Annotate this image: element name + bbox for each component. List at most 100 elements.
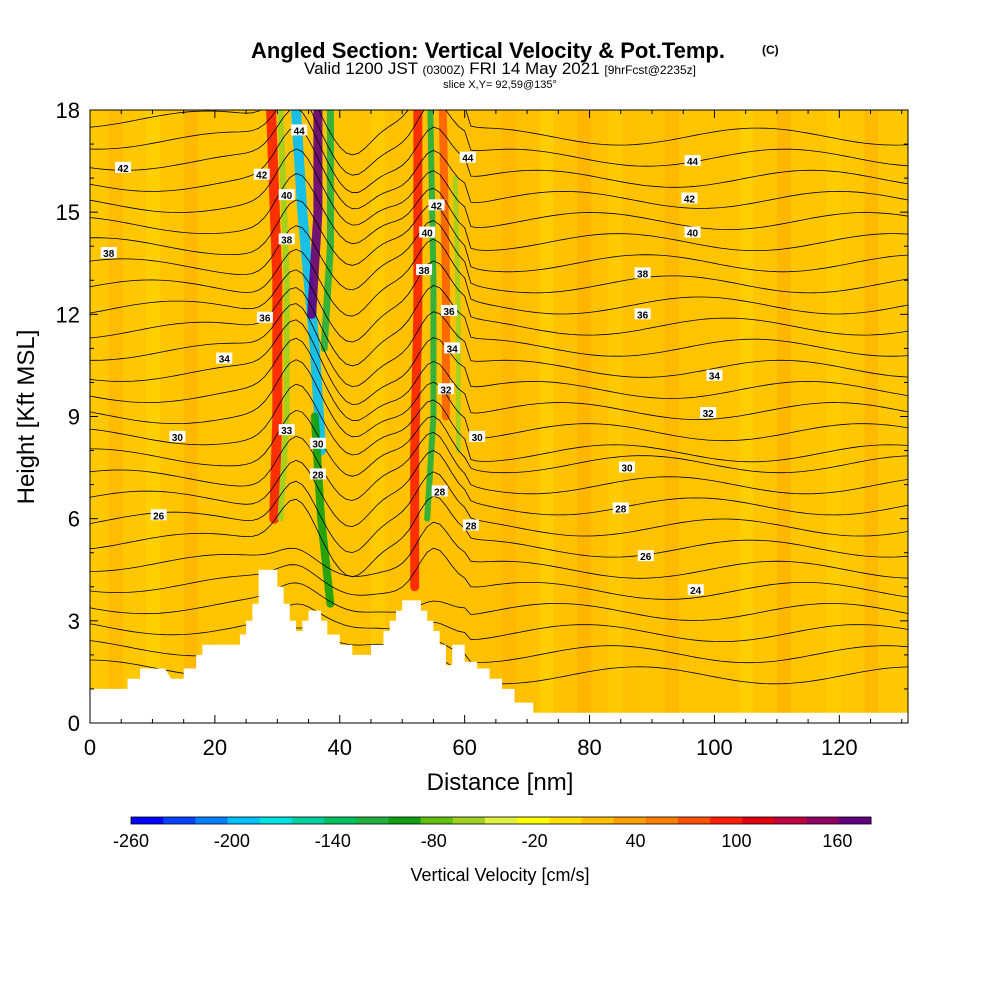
contour-label: 34 xyxy=(709,372,721,383)
chart-title: Angled Section: Vertical Velocity & Pot.… xyxy=(251,38,725,63)
colorbar-tick-label: -200 xyxy=(214,831,250,851)
colorbar-swatch xyxy=(420,817,454,824)
velocity-plume xyxy=(266,110,283,524)
contour-label-bg xyxy=(416,264,433,276)
velocity-band xyxy=(776,110,791,723)
contour-label: 32 xyxy=(703,409,715,420)
theta-contour xyxy=(90,547,908,600)
theta-contour xyxy=(90,495,908,578)
theta-contour xyxy=(90,521,908,579)
colorbar-tick-label: -20 xyxy=(522,831,548,851)
contour-label-bg xyxy=(150,509,167,521)
contour-label-bg xyxy=(444,342,461,354)
theta-contour xyxy=(90,431,908,501)
theta-contour xyxy=(90,173,908,251)
contour-label-bg xyxy=(309,437,326,449)
plot-background xyxy=(90,110,908,723)
velocity-band xyxy=(502,110,517,723)
colorbar-swatch xyxy=(356,817,389,824)
plot-area: 42 38 42 44 40 38 36 34 33 30 28 30 26 44 42 40 38 36 34 32… xyxy=(90,110,908,723)
theta-contour xyxy=(90,110,908,176)
velocity-band xyxy=(864,110,879,723)
x-tick-label: 60 xyxy=(452,735,476,760)
contour-label: 26 xyxy=(640,552,652,563)
y-tick-label: 6 xyxy=(68,507,80,532)
colorbar-swatch xyxy=(613,817,647,824)
theta-contour xyxy=(90,220,908,294)
colorbar-tick-label: 160 xyxy=(822,831,852,851)
contour-label-bg xyxy=(428,199,445,211)
velocity-band xyxy=(826,110,841,723)
contour-label: 38 xyxy=(103,249,115,260)
velocity-band xyxy=(608,110,623,723)
contour-label: 33 xyxy=(281,426,293,437)
contour-label-bg xyxy=(278,424,295,436)
contour-label-bg xyxy=(612,502,629,514)
contour-label-bg xyxy=(278,189,295,201)
x-tick-label: 100 xyxy=(696,735,733,760)
contour-label-bg xyxy=(419,226,436,238)
colorbar-swatch xyxy=(774,817,808,824)
contour-label-bg xyxy=(462,519,479,531)
contour-label: 42 xyxy=(684,195,696,206)
valid-utc: (0300Z) xyxy=(423,63,465,77)
contour-label-bg xyxy=(169,430,186,442)
chart-title-group: Angled Section: Vertical Velocity & Pot.… xyxy=(251,38,779,91)
valid-jst: Valid 1200 JST xyxy=(304,59,418,78)
contour-label: 30 xyxy=(472,433,484,444)
contour-label: 30 xyxy=(172,433,184,444)
contour-label-bg xyxy=(437,383,454,395)
contour-label-bg xyxy=(459,151,476,163)
contour-label: 42 xyxy=(256,171,268,182)
contour-label: 38 xyxy=(281,235,293,246)
x-tick-label: 40 xyxy=(328,735,352,760)
contour-label: 44 xyxy=(294,126,306,137)
y-tick-label: 3 xyxy=(68,609,80,634)
theta-contour xyxy=(90,110,908,194)
colorbar-swatch xyxy=(291,817,325,824)
colorbar-swatch xyxy=(388,817,422,824)
contour-label-bg xyxy=(256,311,273,323)
x-tick-label: 20 xyxy=(203,735,227,760)
colorbar-swatch xyxy=(452,817,486,824)
contour-label: 42 xyxy=(118,164,130,175)
velocity-plume xyxy=(438,110,450,421)
contour-label: 28 xyxy=(465,521,477,532)
x-tick-label: 120 xyxy=(821,735,858,760)
contour-label: 32 xyxy=(440,385,452,396)
contour-label: 42 xyxy=(431,201,443,212)
theta-contour xyxy=(90,126,908,210)
velocity-plume xyxy=(291,110,327,456)
contour-label: 34 xyxy=(447,344,459,355)
contour-label-bg xyxy=(469,430,486,442)
colorbar-swatch xyxy=(131,817,164,824)
contour-label-bg xyxy=(634,267,651,279)
theta-contour xyxy=(90,238,908,317)
y-tick-label: 9 xyxy=(68,405,80,430)
contour-label: 36 xyxy=(637,310,649,321)
theta-contour xyxy=(90,603,908,643)
colorbar-swatch xyxy=(227,817,261,824)
velocity-plume xyxy=(410,110,423,592)
theta-contour xyxy=(90,383,908,463)
colorbar-swatch xyxy=(549,817,582,824)
contour-label: 38 xyxy=(419,266,431,277)
contour-label-bg xyxy=(687,584,704,596)
theta-contour xyxy=(90,110,908,156)
y-tick-label: 12 xyxy=(56,302,80,327)
x-axis-title: Distance [nm] xyxy=(427,769,574,796)
contour-label-bg xyxy=(681,192,698,204)
velocity-band xyxy=(577,110,592,723)
theta-contour xyxy=(90,582,908,621)
y-tick-label: 18 xyxy=(56,98,80,123)
contour-label-bg xyxy=(619,461,636,473)
colorbar-swatch xyxy=(517,817,550,824)
contour-label: 28 xyxy=(434,487,446,498)
contour-label-bg xyxy=(291,124,308,136)
colorbar-swatch xyxy=(806,817,840,824)
colorbar-frame xyxy=(130,816,872,825)
contour-label-bg xyxy=(706,369,723,381)
colorbar-swatch xyxy=(742,817,775,824)
colorbar-tick-label: -80 xyxy=(421,831,447,851)
theta-contour xyxy=(90,319,908,405)
